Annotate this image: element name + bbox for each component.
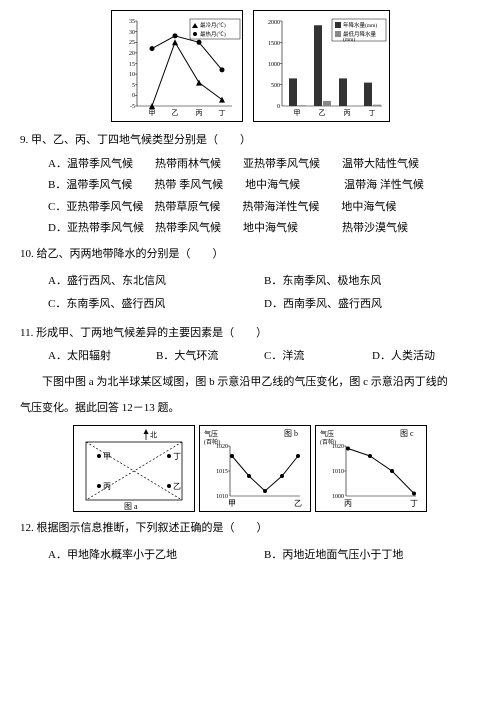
q9-options: A．温带季风气候 热带雨林气候 亚热带季风气候 温带大陆性气候 B．温带季风气候…	[20, 156, 480, 238]
svg-text:丙: 丙	[195, 109, 202, 117]
q9-opt-b: B．温带季风气候 热带 季风气候 地中海气候 温带海 洋性气候	[48, 177, 480, 195]
svg-text:丙: 丙	[103, 482, 111, 491]
svg-text:乙: 乙	[294, 499, 302, 508]
q10-opt-d: D．西南季风、盛行西风	[264, 296, 480, 314]
svg-text:-5: -5	[130, 104, 135, 110]
svg-text:0: 0	[132, 93, 135, 99]
passage-line2: 气压变化。据此回答 12－13 题。	[20, 400, 480, 418]
q9-stem: 9. 甲、乙、丙、丁四地气候类型分别是（ ）	[20, 132, 480, 150]
svg-text:15: 15	[129, 62, 135, 68]
q10-options: A．盛行西风、东北信风 B．东南季风、极地东风 C．东南季风、盛行西风 D．西南…	[20, 270, 480, 317]
q11-opt-a: A．太阳辐射	[48, 348, 156, 366]
svg-text:1010: 1010	[332, 469, 344, 475]
svg-text:25: 25	[129, 40, 135, 46]
svg-text:1020: 1020	[216, 444, 228, 450]
q12-stem: 12. 根据图示信息推断，下列叙述正确的是（ ）	[20, 520, 480, 538]
chart-fig-a: 甲 丁 丙 乙 北 图 a	[73, 425, 195, 512]
svg-text:气压: 气压	[204, 429, 218, 438]
q9-opt-a: A．温带季风气候 热带雨林气候 亚热带季风气候 温带大陆性气候	[48, 156, 480, 174]
svg-text:1500: 1500	[268, 41, 280, 47]
q9-opt-d: D．亚热带季风气候 热带季风气候 地中海气候 热带沙漠气候	[48, 220, 480, 238]
svg-text:丁: 丁	[218, 109, 225, 117]
q12-opt-b: B．丙地近地面气压小于丁地	[264, 547, 480, 565]
svg-text:丙: 丙	[344, 499, 352, 508]
svg-text:500: 500	[271, 83, 280, 89]
svg-text:10: 10	[129, 72, 135, 78]
q11-opt-b: B．大气环流	[156, 348, 264, 366]
chart-fig-b: 气压 (百帕) 图 b 1010 1015 1020 甲乙	[199, 425, 311, 512]
q11-options: A．太阳辐射 B．大气环流 C．洋流 D．人类活动	[20, 348, 480, 366]
svg-text:1015: 1015	[216, 469, 228, 475]
q10-opt-a: A．盛行西风、东北信风	[48, 273, 264, 291]
chart-climate-temp: -5 0 5 10 15 20 25 30 35 甲 乙 丙 丁	[111, 10, 243, 122]
svg-text:1020: 1020	[332, 444, 344, 450]
svg-text:甲: 甲	[228, 499, 236, 508]
svg-text:1000: 1000	[268, 62, 280, 68]
svg-text:北: 北	[150, 431, 157, 439]
svg-text:丁: 丁	[410, 499, 418, 508]
bottom-chart-row: 甲 丁 丙 乙 北 图 a 气压 (百帕) 图 b 1010	[20, 425, 480, 512]
svg-text:乙: 乙	[318, 109, 325, 117]
top-chart-row: -5 0 5 10 15 20 25 30 35 甲 乙 丙 丁	[20, 10, 480, 122]
svg-text:30: 30	[129, 30, 135, 36]
svg-text:丙: 丙	[343, 109, 350, 117]
svg-text:气压: 气压	[320, 429, 334, 438]
svg-text:甲: 甲	[293, 109, 300, 117]
svg-text:5: 5	[132, 83, 135, 89]
svg-text:最冷月(℃): 最冷月(℃)	[200, 21, 226, 29]
chart-climate-precip: 0 500 1000 1500 2000 甲 乙 丙	[253, 10, 390, 122]
svg-text:乙: 乙	[171, 109, 178, 117]
svg-text:图 a: 图 a	[124, 502, 138, 511]
svg-text:1000: 1000	[332, 494, 344, 500]
q12-opt-a: A．甲地降水概率小于乙地	[48, 547, 264, 565]
q9-opt-c: C．亚热带季风气候 热带草原气候 热带海洋性气候 地中海气候	[48, 199, 480, 217]
svg-text:年降水量(mm): 年降水量(mm)	[343, 21, 377, 29]
svg-text:丁: 丁	[368, 109, 375, 117]
svg-text:图 c: 图 c	[400, 429, 414, 438]
q11-opt-d: D．人类活动	[372, 348, 480, 366]
q12-options: A．甲地降水概率小于乙地 B．丙地近地面气压小于丁地	[20, 544, 480, 568]
svg-text:0: 0	[277, 104, 280, 110]
svg-text:乙: 乙	[173, 482, 181, 491]
svg-text:最热月(℃): 最热月(℃)	[200, 30, 226, 38]
svg-text:甲: 甲	[148, 109, 155, 117]
svg-text:丁: 丁	[173, 452, 181, 461]
svg-text:1010: 1010	[216, 494, 228, 500]
chart-fig-c: 气压 (百帕) 图 c 1000 1010 1020 丙丁	[315, 425, 427, 512]
svg-text:(mm): (mm)	[343, 36, 355, 43]
svg-text:2000: 2000	[268, 20, 280, 26]
q10-opt-b: B．东南季风、极地东风	[264, 273, 480, 291]
q11-opt-c: C．洋流	[264, 348, 372, 366]
svg-text:35: 35	[129, 19, 135, 25]
q10-stem: 10. 给乙、丙两地带降水的分别是（ ）	[20, 246, 480, 264]
passage-line1: 下图中图 a 为北半球某区域图，图 b 示意沿甲乙线的气压变化，图 c 示意沿丙…	[20, 374, 480, 392]
q10-opt-c: C．东南季风、盛行西风	[48, 296, 264, 314]
svg-text:甲: 甲	[103, 452, 111, 461]
svg-text:20: 20	[129, 51, 135, 57]
svg-text:图 b: 图 b	[284, 429, 298, 438]
q11-stem: 11. 形成甲、丁两地气候差异的主要因素是（ ）	[20, 325, 480, 343]
